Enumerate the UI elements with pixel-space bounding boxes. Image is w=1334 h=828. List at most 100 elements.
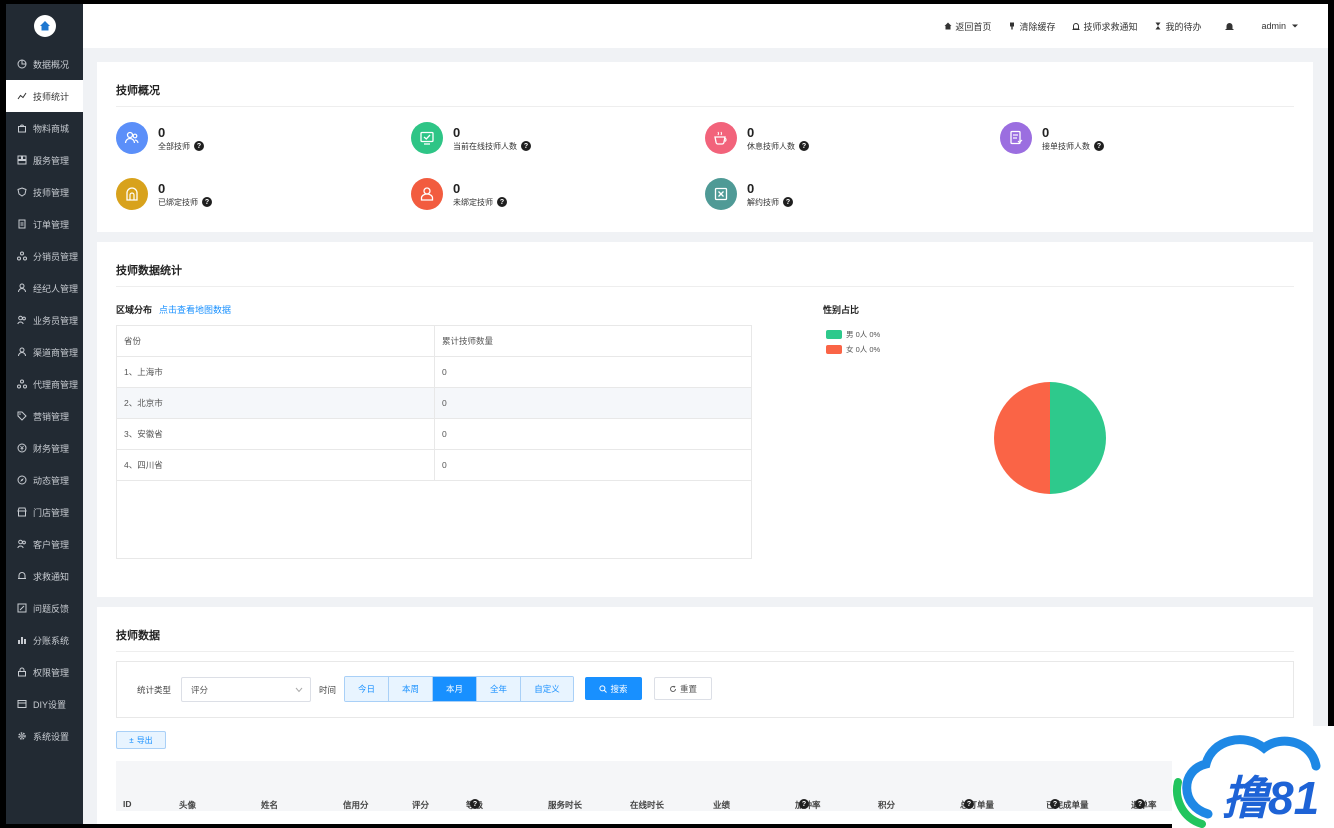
user-menu[interactable]: admin — [1261, 21, 1302, 31]
segment-2[interactable]: 本月 — [433, 677, 477, 701]
stat-busy-technicians: 0 接单技师人数? — [1000, 122, 1104, 154]
top-bar: 返回首页 清除缓存 技师求救通知 我的待办 admin — [83, 4, 1328, 48]
refresh-icon — [670, 685, 676, 692]
sidebar-item-14[interactable]: 门店管理 — [6, 496, 83, 528]
help-icon[interactable]: ? — [964, 799, 974, 809]
export-label: 导出 — [136, 735, 153, 745]
help-icon[interactable]: ? — [799, 141, 809, 151]
store-icon — [17, 507, 27, 517]
hourglass-icon — [1155, 22, 1161, 30]
sidebar-item-label: 技师统计 — [33, 91, 70, 102]
back-home-link[interactable]: 返回首页 — [944, 20, 991, 33]
help-icon[interactable]: ? — [783, 197, 793, 207]
compass-icon — [17, 475, 27, 485]
legend-item[interactable]: 女 0人 0% — [826, 342, 880, 357]
segment-0[interactable]: 今日 — [345, 677, 389, 701]
help-icon[interactable]: ? — [202, 197, 212, 207]
column-header-province: 省份 — [116, 325, 435, 357]
sidebar-item-12[interactable]: 财务管理 — [6, 432, 83, 464]
stat-value: 0 — [1042, 124, 1050, 140]
help-icon[interactable]: ? — [521, 141, 531, 151]
sidebar-item-9[interactable]: 渠道商管理 — [6, 336, 83, 368]
help-icon[interactable]: ? — [497, 197, 507, 207]
column-header-label: 姓名 — [261, 800, 279, 810]
segment-4[interactable]: 自定义 — [521, 677, 573, 701]
sidebar-item-4[interactable]: 技师管理 — [6, 176, 83, 208]
bell-icon — [1225, 22, 1234, 30]
sidebar-item-label: 经纪人管理 — [33, 283, 79, 294]
sidebar-item-1[interactable]: 技师统计 — [6, 80, 83, 112]
help-icon[interactable]: ? — [1135, 799, 1145, 809]
export-button[interactable]: ± 导出 — [116, 731, 166, 749]
help-icon[interactable]: ? — [194, 141, 204, 151]
users-icon — [116, 122, 148, 154]
overview-card: 技师概况 0 全部技师? 0 当前在线技师人数? 0 休息技师人数? 0 接单技师人数? 0 已绑… — [97, 62, 1313, 232]
column-header-label: 积分 — [878, 800, 896, 810]
type-select[interactable]: 评分 — [181, 677, 311, 702]
map-data-link[interactable]: 点击查看地图数据 — [159, 305, 232, 315]
help-icon[interactable]: ? — [1094, 141, 1104, 151]
sos-notice-label: 技师求救通知 — [1083, 21, 1138, 32]
sidebar-item-7[interactable]: 经纪人管理 — [6, 272, 83, 304]
person-icon — [411, 178, 443, 210]
sidebar-item-8[interactable]: 业务员管理 — [6, 304, 83, 336]
search-button[interactable]: 搜索 — [585, 677, 642, 700]
home-icon — [944, 22, 952, 30]
doc-icon — [17, 219, 27, 229]
column-header-count: 累计技师数量 — [434, 325, 752, 357]
stat-online-technicians: 0 当前在线技师人数? — [411, 122, 531, 154]
region-table-wrap: 省份 累计技师数量 1、上海市 0 2、北京市 0 3、安徽省 0 4、四川省 0 — [116, 325, 752, 559]
help-icon[interactable]: ? — [470, 799, 480, 809]
sidebar-item-19[interactable]: 权限管理 — [6, 656, 83, 688]
sidebar-menu: 数据概况技师统计物料商城 服务管理 技师管理 订单管理 分销员管理经纪人管理业务员管理渠… — [6, 48, 83, 752]
clear-cache-link[interactable]: 清除缓存 — [1008, 20, 1055, 33]
sidebar-item-18[interactable]: 分账系统 — [6, 624, 83, 656]
user-icon — [17, 347, 27, 357]
sidebar-item-label: 代理商管理 — [33, 379, 79, 390]
notification-bell[interactable] — [1225, 22, 1237, 31]
table-row: 3、安徽省 0 — [116, 418, 752, 450]
sidebar-item-0[interactable]: 数据概况 — [6, 48, 83, 80]
sidebar-item-label: 业务员管理 — [33, 315, 79, 326]
sos-notice-link[interactable]: 技师求救通知 — [1072, 20, 1137, 33]
stat-value: 0 — [453, 124, 461, 140]
column-header-label: 信用分 — [343, 800, 369, 810]
sidebar-item-17[interactable]: 问题反馈 — [6, 592, 83, 624]
sidebar-item-10[interactable]: 代理商管理 — [6, 368, 83, 400]
main-area: 返回首页 清除缓存 技师求救通知 我的待办 admin — [83, 4, 1328, 824]
stat-unbound-technicians: 0 未绑定技师? — [411, 178, 507, 210]
data-title: 技师数据 — [116, 630, 160, 642]
segment-3[interactable]: 全年 — [477, 677, 521, 701]
monitor-check-icon — [411, 122, 443, 154]
watermark-logo: 撸81 — [1172, 726, 1334, 828]
sidebar-item-5[interactable]: 订单管理 — [6, 208, 83, 240]
pie-slice-女[interactable] — [994, 382, 1050, 494]
sidebar-item-3[interactable]: 服务管理 — [6, 144, 83, 176]
segment-1[interactable]: 本周 — [389, 677, 433, 701]
reset-button[interactable]: 重置 — [654, 677, 712, 700]
logo[interactable] — [6, 4, 83, 48]
stat-label: 接单技师人数 — [1042, 141, 1090, 151]
data-table-header: ID头像姓名信用分评分等级?服务时长在线时长业绩加钟率?积分总订单量?已完成单量… — [116, 761, 1313, 811]
sidebar-item-16[interactable]: 求救通知 — [6, 560, 83, 592]
user-name: admin — [1261, 21, 1286, 31]
stat-resting-technicians: 0 休息技师人数? — [705, 122, 809, 154]
stat-bound-technicians: 0 已绑定技师? — [116, 178, 212, 210]
sidebar-item-21[interactable]: 系统设置 — [6, 720, 83, 752]
sidebar-item-20[interactable]: DIY设置 — [6, 688, 83, 720]
type-select-value: 评分 — [191, 684, 209, 695]
sidebar-item-2[interactable]: 物料商城 — [6, 112, 83, 144]
pie-slice-男[interactable] — [1050, 382, 1106, 494]
column-header-label: 已完成单量 — [1046, 800, 1089, 810]
sidebar-item-11[interactable]: 营销管理 — [6, 400, 83, 432]
sidebar-item-13[interactable]: 动态管理 — [6, 464, 83, 496]
sidebar-item-label: 渠道商管理 — [33, 347, 79, 358]
todo-link[interactable]: 我的待办 — [1154, 20, 1201, 33]
stat-label: 解约技师 — [747, 197, 779, 207]
help-icon[interactable]: ? — [1050, 799, 1060, 809]
sidebar-item-6[interactable]: 分销员管理 — [6, 240, 83, 272]
legend-item[interactable]: 男 0人 0% — [826, 327, 880, 342]
help-icon[interactable]: ? — [799, 799, 809, 809]
clipboard-check-icon — [1000, 122, 1032, 154]
sidebar-item-15[interactable]: 客户管理 — [6, 528, 83, 560]
